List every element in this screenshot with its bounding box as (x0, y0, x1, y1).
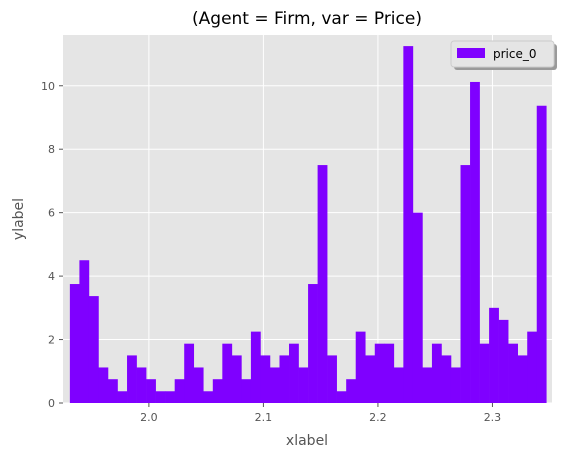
y-tick-label: 2 (48, 334, 55, 347)
axis-ticks: 2.0 2.1 2.2 2.3 0 2 4 6 8 10 (41, 80, 501, 424)
histogram-bar (355, 331, 366, 403)
histogram-bar (346, 379, 357, 403)
histogram-bar (241, 379, 252, 403)
histogram-bar (69, 284, 80, 403)
histogram-bar (536, 105, 547, 404)
x-axis-label: xlabel (286, 433, 328, 449)
histogram-bar (489, 307, 499, 403)
histogram-bars (69, 46, 547, 404)
histogram-bar (450, 367, 461, 403)
legend-box (450, 40, 555, 68)
y-tick-label: 6 (48, 207, 55, 220)
legend-entry-price-0: price_0 (493, 47, 537, 61)
chart-title: (Agent = Firm, var = Price) (192, 9, 422, 29)
x-tick-label: 2.3 (484, 411, 502, 424)
histogram-bar (127, 355, 137, 403)
histogram-bar (470, 81, 480, 403)
histogram-bar (231, 355, 242, 403)
histogram-bar (174, 379, 185, 403)
histogram-bar (498, 319, 509, 403)
histogram-bar (374, 343, 385, 403)
histogram-bar (146, 379, 156, 403)
histogram-bar (403, 46, 414, 403)
y-tick-label: 10 (41, 80, 55, 93)
histogram-bar (393, 367, 404, 403)
histogram-bar (222, 343, 233, 403)
histogram-bar (260, 355, 271, 403)
histogram-bar (412, 212, 423, 403)
x-tick-label: 2.2 (369, 411, 387, 424)
histogram-bar (365, 355, 376, 403)
histogram-bar (460, 165, 471, 403)
y-axis-label: ylabel (11, 198, 27, 240)
histogram-bar (98, 367, 109, 403)
histogram-bar (203, 391, 214, 403)
histogram-bar (317, 165, 328, 403)
histogram-bar (327, 355, 337, 403)
y-tick-label: 0 (48, 397, 55, 410)
histogram-bar (527, 331, 538, 403)
histogram-bar (508, 343, 518, 403)
legend: price_0 (450, 40, 557, 70)
legend-swatch (457, 48, 485, 58)
histogram-bar (269, 367, 280, 403)
histogram-bar (79, 260, 90, 403)
histogram-bar (308, 284, 318, 403)
histogram-bar (155, 391, 166, 403)
histogram-bar (117, 391, 128, 403)
histogram-bar (517, 355, 528, 403)
histogram-bar (384, 343, 395, 403)
histogram-bar (107, 379, 118, 403)
histogram-bar (479, 343, 490, 403)
x-tick-label: 2.0 (140, 411, 158, 424)
histogram-bar (289, 343, 299, 403)
histogram-bar (212, 379, 223, 403)
histogram-bar (431, 343, 442, 403)
y-tick-label: 8 (48, 143, 55, 156)
histogram-bar (184, 343, 195, 403)
histogram-bar (441, 355, 452, 403)
y-tick-label: 4 (48, 270, 55, 283)
histogram-bar (336, 391, 347, 403)
histogram-bar (88, 296, 99, 403)
histogram-bar (165, 391, 175, 403)
histogram-bar (279, 355, 290, 403)
histogram-bar (422, 367, 433, 403)
histogram-bar (193, 367, 204, 403)
histogram-bar (298, 367, 309, 403)
x-tick-label: 2.1 (255, 411, 273, 424)
histogram-bar (250, 331, 261, 403)
histogram-bar (136, 367, 147, 403)
